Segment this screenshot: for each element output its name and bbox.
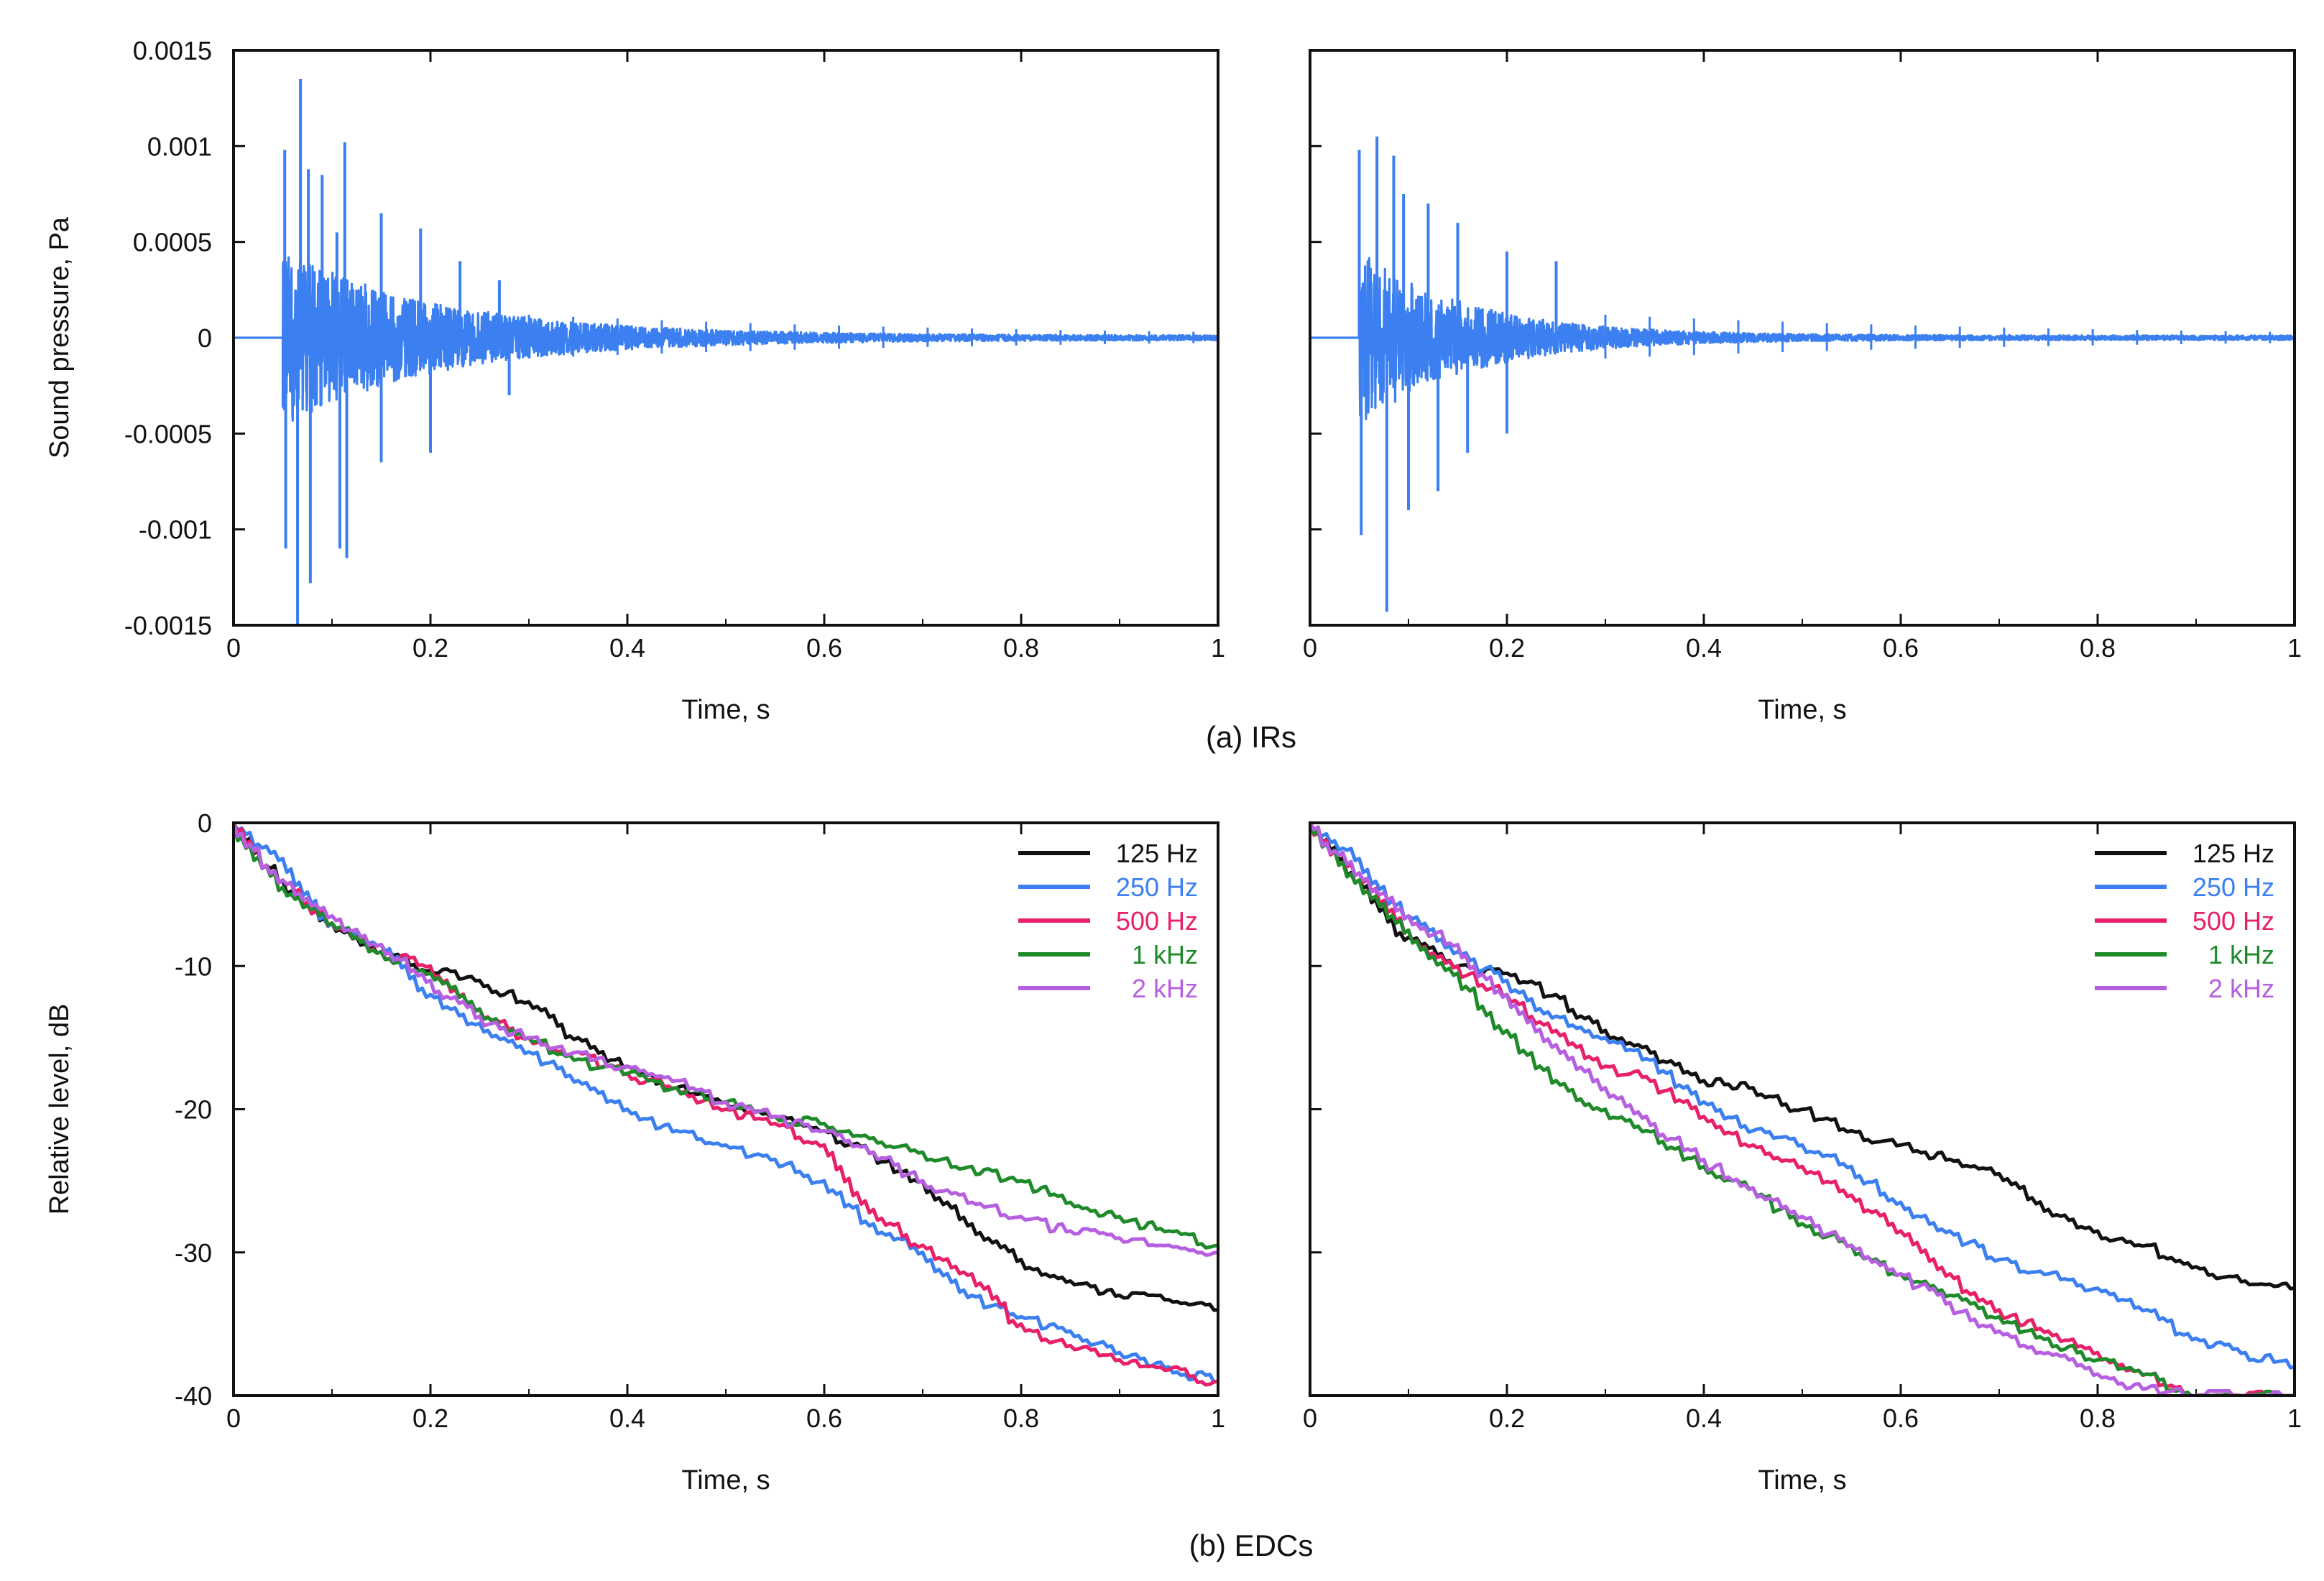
series-line-2-khz — [234, 823, 1218, 1257]
series-line-1-khz — [1310, 823, 2295, 1396]
x-tick-label: 0.6 — [1883, 633, 1919, 663]
series-line-125-hz — [1310, 823, 2295, 1291]
plot-frame — [1309, 821, 2296, 1397]
y-tick-label: 0.001 — [147, 132, 212, 161]
x-tick-label: 0.4 — [1686, 1403, 1722, 1433]
y-tick-label: 0 — [198, 808, 212, 838]
x-tick-label: 1 — [1211, 1403, 1225, 1433]
series-line-2-khz — [1310, 823, 2295, 1396]
y-axis-title: Sound pressure, Pa — [45, 216, 75, 458]
x-axis-title: Time, s — [681, 695, 770, 725]
x-axis-title: Time, s — [1758, 1465, 1846, 1495]
legend-label: 250 Hz — [2192, 872, 2274, 902]
legend-label: 1 kHz — [1132, 940, 1198, 969]
series-line-250-hz — [1310, 823, 2295, 1370]
legend-label: 250 Hz — [1116, 872, 1198, 902]
edc-left-chart: 0 0.2 0.4 0.6 0.8 1 0 -10 -20 -30 -40 Time, s Relati… — [45, 808, 1225, 1495]
x-tick-label: 0.6 — [1883, 1403, 1919, 1433]
y-tick-label: -40 — [175, 1381, 212, 1411]
legend-label: 500 Hz — [2192, 906, 2274, 936]
x-tick-label: 0 — [1303, 633, 1317, 663]
x-tick-label: 0.8 — [2080, 633, 2116, 663]
y-tick-label: -0.0015 — [124, 611, 212, 640]
y-tick-label: -20 — [175, 1095, 212, 1125]
x-tick-label: 0.2 — [1489, 1403, 1525, 1433]
x-tick-label: 0.6 — [806, 633, 842, 663]
caption-b: (b) EDCs — [1189, 1529, 1314, 1562]
y-tick-label: 0.0015 — [133, 36, 212, 65]
plot-frame — [232, 49, 1219, 627]
ir-left-chart: 0 0.2 0.4 0.6 0.8 1 0.0015 0.001 0.0005 0 -0.0005 -… — [45, 36, 1225, 725]
x-tick-label: 0.2 — [412, 633, 448, 663]
y-tick-label: 0 — [198, 323, 212, 353]
x-tick-label: 0.2 — [1489, 633, 1525, 663]
x-tick-label: 0.4 — [609, 1403, 645, 1433]
x-tick-label: 0 — [226, 633, 241, 663]
plot-frame — [1309, 49, 2296, 627]
legend-label: 125 Hz — [1116, 839, 1198, 868]
x-tick-label: 0.8 — [1003, 1403, 1039, 1433]
caption-a: (a) IRs — [1206, 720, 1296, 754]
legend-label: 125 Hz — [2192, 839, 2274, 868]
x-tick-label: 0 — [226, 1403, 241, 1433]
edc-right-chart: 0 0.2 0.4 0.6 0.8 1 Time, s 125 Hz 250 Hz 500 Hz 1… — [1303, 821, 2302, 1495]
x-tick-label: 0 — [1303, 1403, 1317, 1433]
series-line-250-hz — [234, 823, 1218, 1384]
x-tick-label: 0.4 — [609, 633, 645, 663]
x-axis-title: Time, s — [1758, 695, 1846, 725]
y-tick-label: 0.0005 — [133, 228, 212, 257]
plot-frame — [232, 821, 1219, 1397]
x-tick-label: 0.8 — [2080, 1403, 2116, 1433]
x-tick-label: 0.2 — [412, 1403, 448, 1433]
y-tick-label: -0.0005 — [124, 419, 212, 448]
x-tick-label: 0.6 — [806, 1403, 842, 1433]
y-tick-label: -30 — [175, 1238, 212, 1268]
series-line-125-hz — [234, 823, 1218, 1312]
y-axis-title: Relative level, dB — [45, 1004, 75, 1215]
legend-label: 1 kHz — [2208, 940, 2274, 969]
y-tick-label: -0.001 — [139, 515, 212, 545]
legend-label: 500 Hz — [1116, 906, 1198, 936]
ir-right-chart: 0 0.2 0.4 0.6 0.8 1 Time, s — [1303, 49, 2302, 725]
x-tick-label: 1 — [2287, 1403, 2302, 1433]
x-tick-label: 1 — [1211, 633, 1225, 663]
legend-label: 2 kHz — [1132, 974, 1198, 1003]
legend-label: 2 kHz — [2208, 974, 2274, 1003]
x-tick-label: 1 — [2287, 633, 2302, 663]
x-tick-label: 0.8 — [1003, 633, 1039, 663]
y-tick-label: -10 — [175, 951, 212, 981]
x-axis-title: Time, s — [681, 1465, 770, 1495]
x-tick-label: 0.4 — [1686, 633, 1722, 663]
